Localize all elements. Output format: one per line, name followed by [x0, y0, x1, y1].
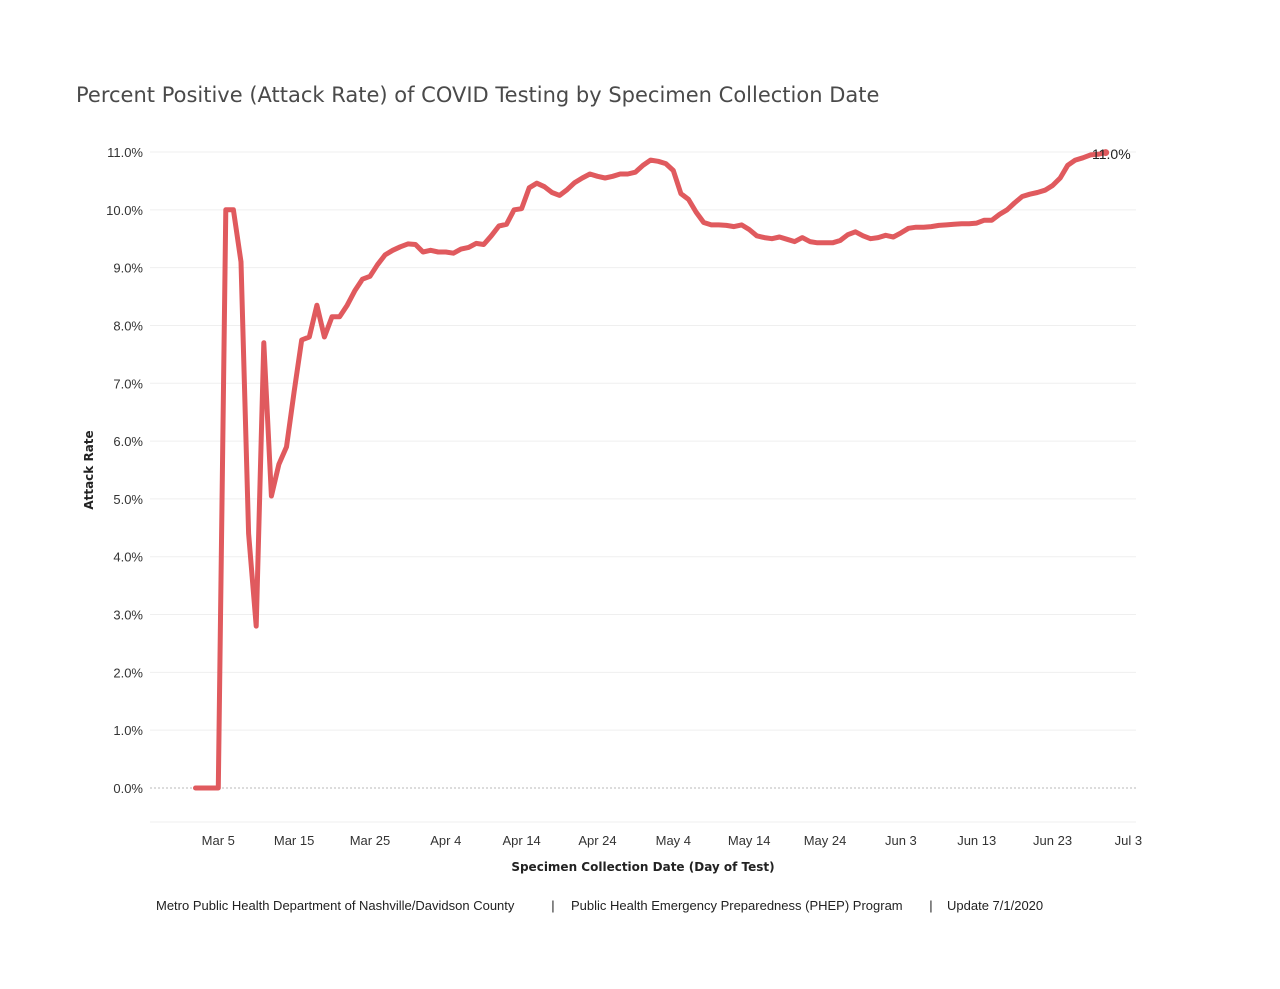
y-tick-label-11: 11.0% [107, 145, 143, 160]
footer-department: Metro Public Health Department of Nashvi… [156, 898, 515, 913]
x-tick-label-10: Jun 13 [957, 833, 996, 848]
x-axis-title: Specimen Collection Date (Day of Test) [511, 860, 774, 874]
y-tick-label-6: 6.0% [113, 434, 143, 449]
y-tick-label-4: 4.0% [113, 550, 143, 565]
y-tick-label-5: 5.0% [113, 492, 143, 507]
footer-separator-2: | [929, 898, 932, 913]
y-tick-label-2: 2.0% [113, 665, 143, 680]
y-axis-tick-labels: 0.0% 1.0% 2.0% 3.0% 4.0% 5.0% 6.0% 7.0% 8.0% 9.0%… [106, 145, 143, 796]
y-tick-label-7: 7.0% [113, 376, 143, 391]
x-tick-label-2: Mar 25 [350, 833, 390, 848]
series-end-point-0 [1102, 149, 1110, 157]
x-tick-label-9: Jun 3 [885, 833, 917, 848]
x-tick-label-12: Jul 3 [1115, 833, 1142, 848]
y-tick-label-0: 0.0% [113, 781, 143, 796]
x-tick-label-1: Mar 15 [274, 833, 314, 848]
footer-program: Public Health Emergency Preparedness (PH… [571, 898, 903, 913]
x-tick-label-11: Jun 23 [1033, 833, 1072, 848]
x-axis-tick-labels: Mar 5 Mar 15 Mar 25 Apr 4 Apr 14 Apr 24 May 4 M… [202, 833, 1143, 848]
chart-title: Percent Positive (Attack Rate) of COVID … [76, 83, 879, 107]
y-tick-label-8: 8.0% [113, 318, 143, 333]
y-tick-label-9: 9.0% [113, 261, 143, 276]
series-layer [193, 149, 1110, 791]
x-tick-label-3: Apr 4 [430, 833, 461, 848]
series-line-0 [193, 150, 1109, 791]
y-tick-label-1: 1.0% [113, 723, 143, 738]
x-tick-label-4: Apr 14 [502, 833, 540, 848]
x-tick-label-7: May 14 [728, 833, 771, 848]
x-tick-label-6: May 4 [656, 833, 691, 848]
end-value-label: 11.0% [1092, 146, 1131, 162]
gridlines [150, 151, 1136, 823]
footer-separator-1: | [551, 898, 554, 913]
x-tick-label-8: May 24 [804, 833, 847, 848]
footer-update: Update 7/1/2020 [947, 898, 1043, 913]
y-axis-title: Attack Rate [82, 430, 96, 509]
y-tick-label-10: 10.0% [106, 203, 143, 218]
x-tick-label-5: Apr 24 [578, 833, 616, 848]
x-tick-label-0: Mar 5 [202, 833, 235, 848]
y-tick-label-3: 3.0% [113, 608, 143, 623]
